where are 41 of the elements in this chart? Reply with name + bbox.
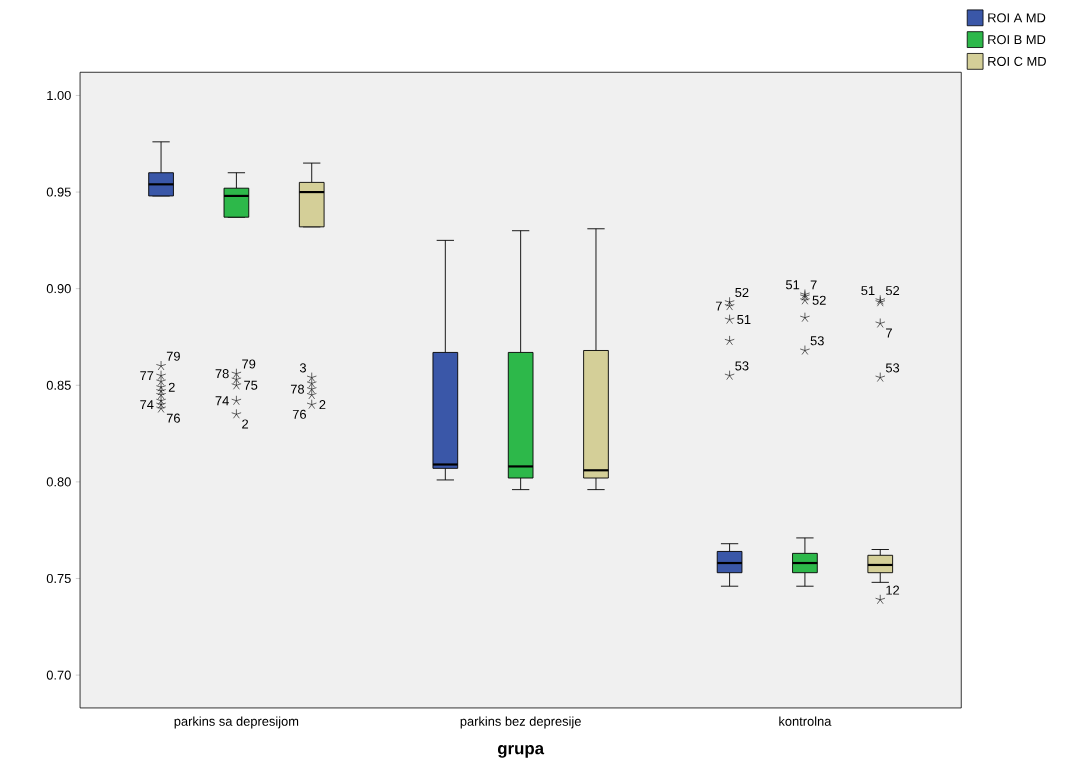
annotation: 7 bbox=[886, 328, 892, 338]
annotation: 76 bbox=[292, 409, 307, 419]
annotation: 77 bbox=[140, 371, 154, 380]
annotation: 78 bbox=[290, 384, 305, 394]
annotation: 79 bbox=[166, 351, 180, 361]
y-tick-label: 0.90 bbox=[46, 284, 71, 294]
annotation: 78 bbox=[215, 369, 229, 379]
annotation: 2 bbox=[319, 399, 326, 409]
annotation: 75 bbox=[244, 380, 258, 390]
annotation: 52 bbox=[812, 295, 826, 305]
y-tick-label: 0.85 bbox=[46, 380, 71, 390]
annotation: 76 bbox=[166, 413, 180, 423]
annotation: 2 bbox=[168, 382, 175, 392]
annotation: 7 bbox=[715, 301, 722, 311]
annotation: 53 bbox=[885, 363, 900, 373]
legend-label: ROI A MD bbox=[988, 13, 1046, 23]
legend-label: ROI C MD bbox=[988, 56, 1046, 66]
annotation: 52 bbox=[735, 287, 749, 297]
annotation: 53 bbox=[810, 336, 824, 346]
x-tick-label: parkins bez depresije bbox=[460, 716, 581, 729]
annotation: 2 bbox=[242, 419, 249, 429]
annotation: 51 bbox=[737, 314, 751, 324]
annotation: 3 bbox=[299, 363, 307, 373]
annotation: 53 bbox=[735, 361, 749, 371]
y-tick-label: 0.95 bbox=[46, 187, 71, 197]
annotation: 52 bbox=[885, 285, 900, 295]
y-tick-label: 1.00 bbox=[47, 90, 71, 100]
y-tick-label: 0.80 bbox=[46, 477, 71, 487]
annotation: 51 bbox=[861, 286, 875, 295]
annotation: 74 bbox=[215, 396, 229, 406]
annotation: 74 bbox=[140, 400, 154, 409]
annotation: 79 bbox=[242, 359, 256, 369]
x-tick-label: parkins sa depresijom bbox=[174, 716, 299, 729]
x-tick-label: kontrolna bbox=[779, 716, 832, 726]
annotation: 51 bbox=[785, 280, 800, 290]
annotation: 7 bbox=[810, 280, 817, 290]
y-tick-label: 0.70 bbox=[46, 670, 71, 680]
legend-label: ROI B MD bbox=[988, 34, 1046, 45]
annotation: 12 bbox=[886, 585, 900, 595]
y-tick-label: 0.75 bbox=[46, 573, 71, 583]
x-axis-title: grupa bbox=[497, 744, 545, 758]
